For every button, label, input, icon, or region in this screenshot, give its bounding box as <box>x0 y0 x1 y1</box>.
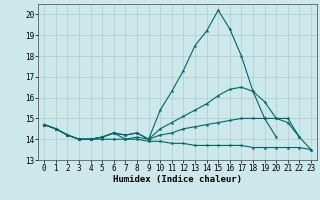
X-axis label: Humidex (Indice chaleur): Humidex (Indice chaleur) <box>113 175 242 184</box>
